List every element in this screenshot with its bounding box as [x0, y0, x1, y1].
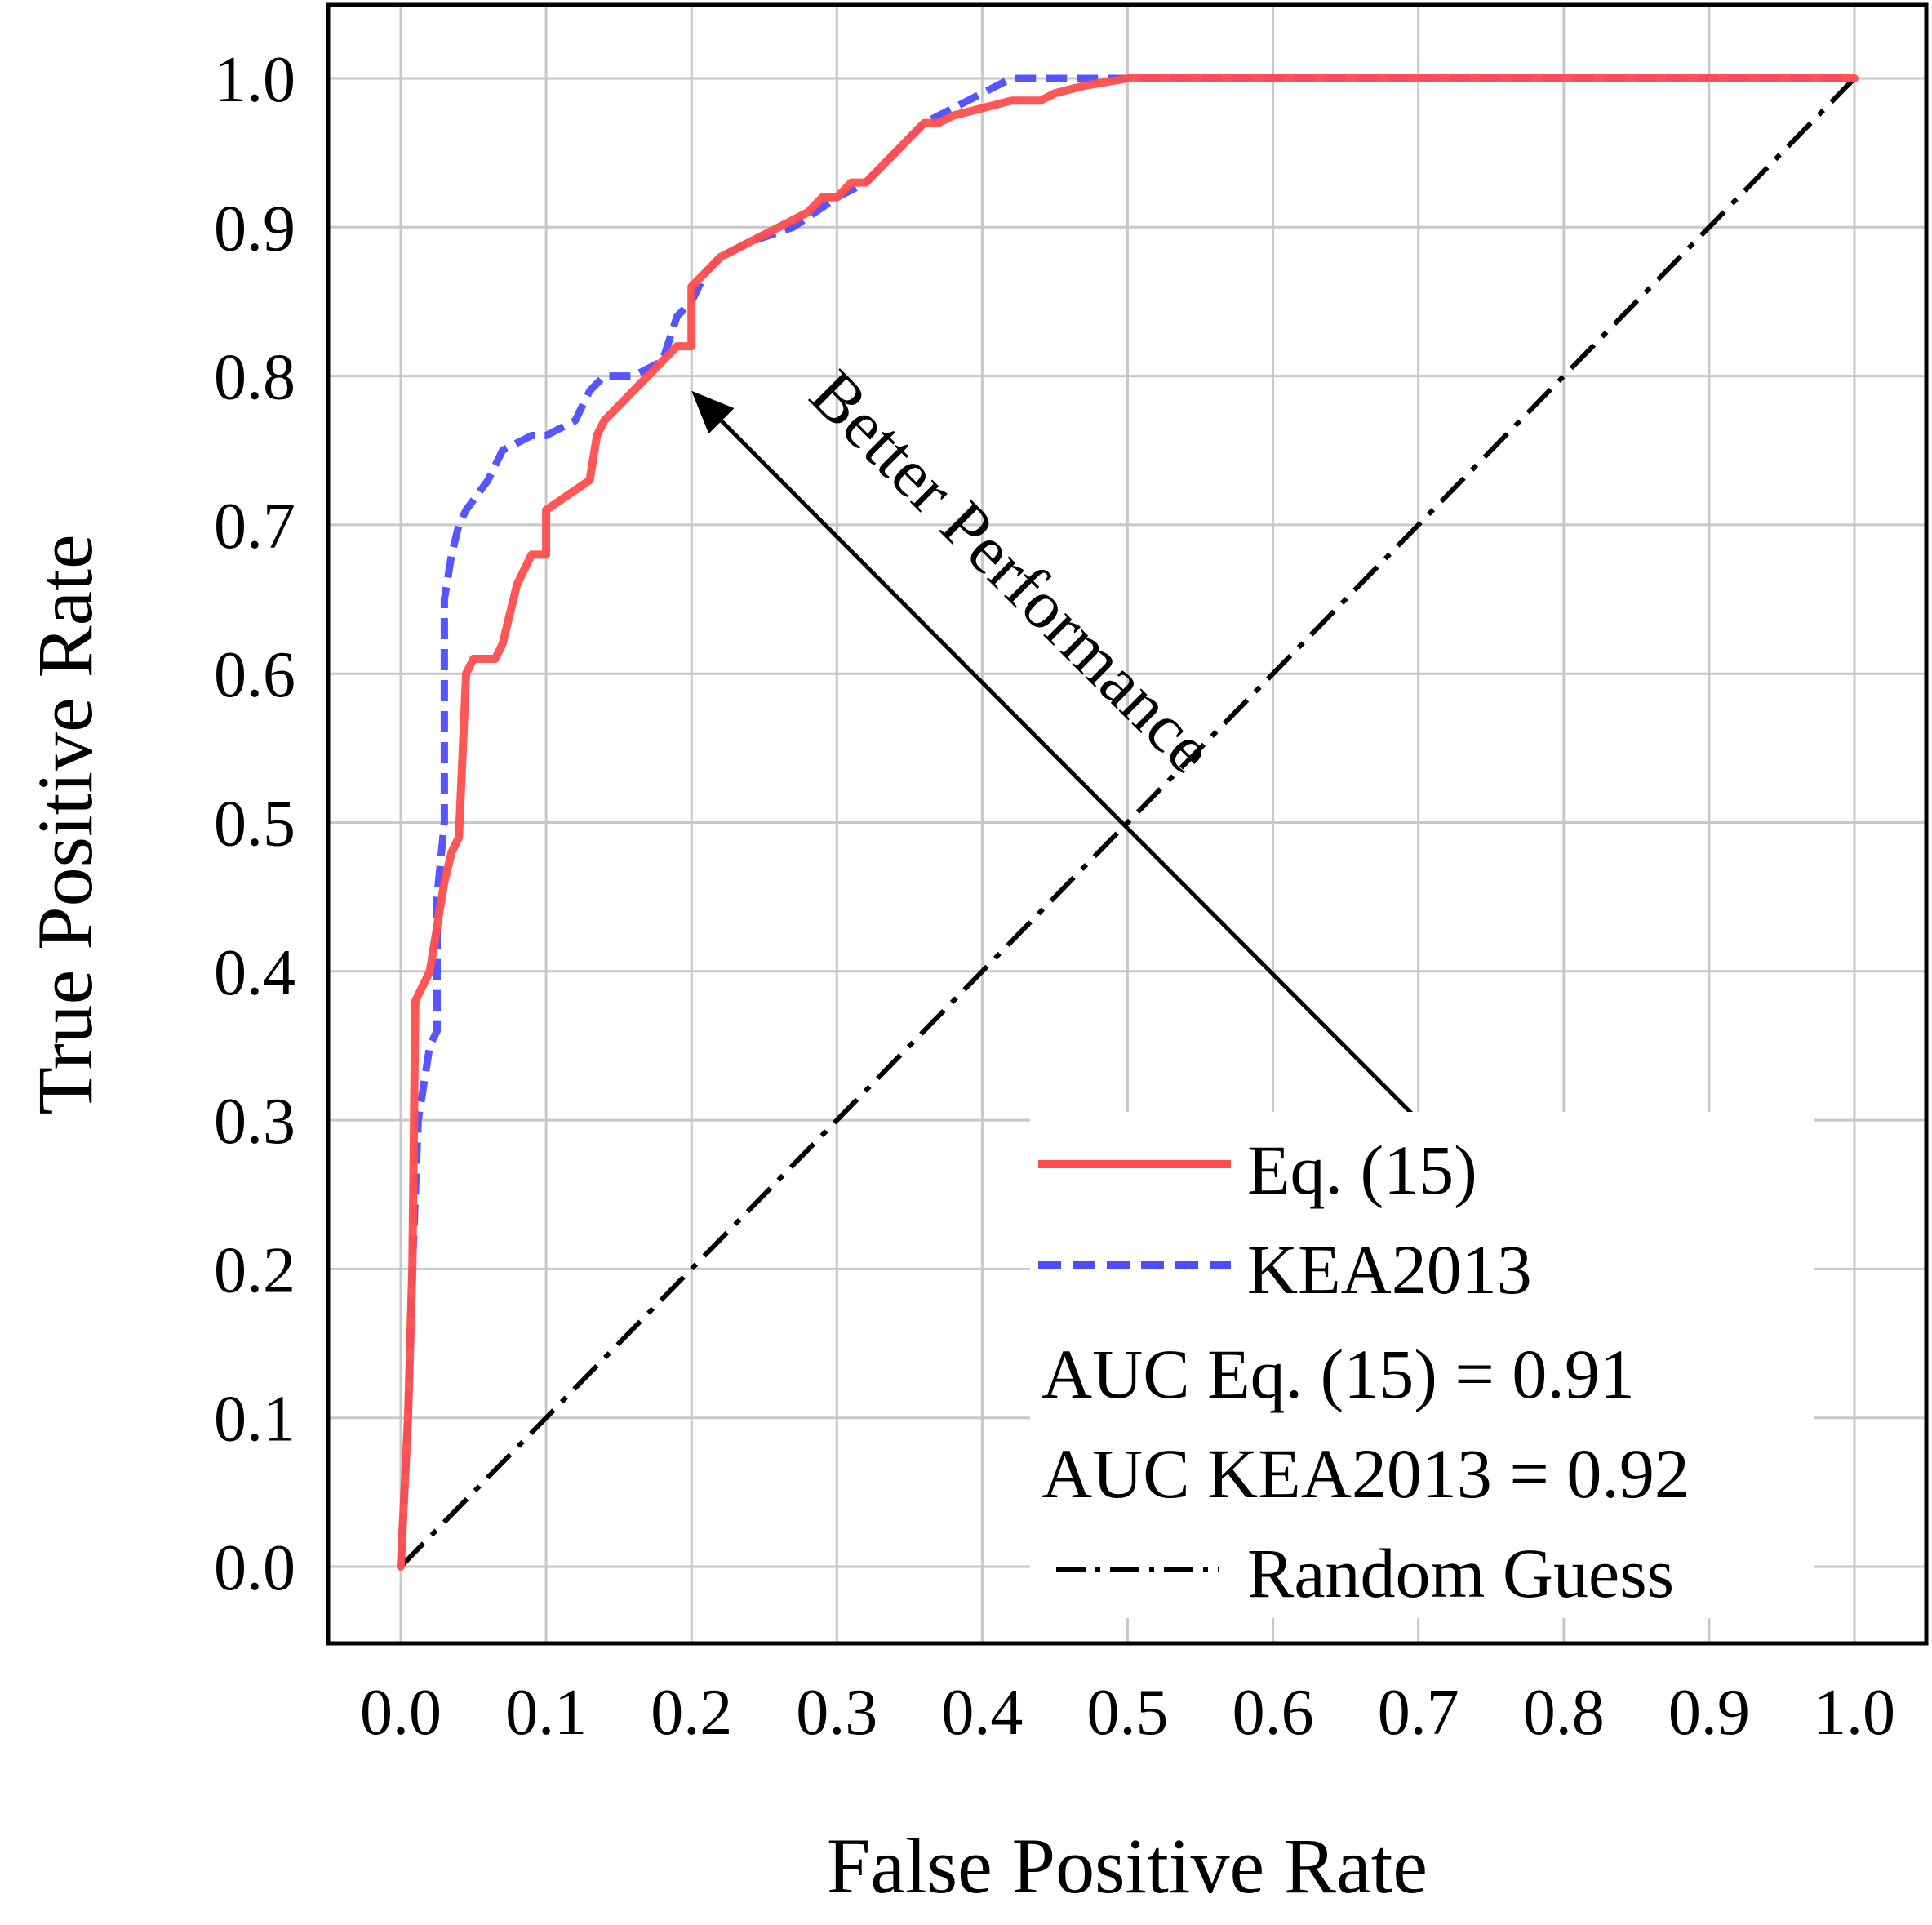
legend-box: [1030, 1112, 1814, 1618]
y-tick-label: 0.0: [214, 1532, 295, 1604]
y-tick-label: 0.4: [214, 937, 295, 1009]
x-tick-label: 0.7: [1378, 1677, 1459, 1749]
y-tick-label: 1.0: [214, 44, 295, 116]
y-tick-label: 0.8: [214, 342, 295, 414]
x-tick-label: 0.4: [941, 1677, 1023, 1749]
y-tick-label: 0.9: [214, 193, 295, 265]
series-line-kea2013: [397, 74, 1854, 1567]
y-tick-label: 0.5: [214, 789, 295, 860]
better-performance-label: Better Performance: [796, 356, 1228, 788]
plot-frame: [326, 2, 1929, 1646]
series-line-random-guess: [398, 76, 1857, 1569]
y-tick-label: 0.3: [214, 1086, 295, 1158]
y-tick-label: 0.6: [214, 639, 295, 711]
x-tick-label: 0.5: [1087, 1677, 1169, 1749]
tick-labels: 0.0 0.1 0.2 0.3 0.4 0.5 0.6 0.7 0.8 0.9 1.0 0.0 0.1 0…: [214, 44, 1895, 1749]
annotation-layer: Better Performance: [691, 356, 1420, 1122]
x-tick-label: 0.0: [360, 1677, 442, 1749]
x-tick-label: 0.8: [1523, 1677, 1605, 1749]
legend-label-kea2013: KEA2013: [1247, 1230, 1532, 1309]
series-layer: [397, 74, 1859, 1571]
legend: Eq. (15) KEA2013 AUC Eq. (15) = 0.91 AUC…: [1030, 1112, 1814, 1618]
x-tick-label: 0.1: [505, 1677, 587, 1749]
x-tick-label: 0.6: [1232, 1677, 1314, 1749]
better-performance-arrow: [711, 411, 1420, 1122]
x-tick-label: 0.2: [651, 1677, 732, 1749]
y-tick-label: 0.7: [214, 491, 295, 562]
auc-kea2013-text: AUC KEA2013 = 0.92: [1042, 1434, 1690, 1513]
auc-eq15-text: AUC Eq. (15) = 0.91: [1042, 1335, 1635, 1413]
legend-label-eq15: Eq. (15): [1247, 1131, 1477, 1209]
x-axis-label: False Positive Rate: [827, 1822, 1428, 1909]
x-tick-label: 1.0: [1814, 1677, 1895, 1749]
y-axis-label: True Positive Rate: [21, 534, 109, 1114]
better-performance-arrowhead: [691, 390, 735, 434]
y-tick-label: 0.2: [214, 1234, 295, 1306]
x-tick-label: 0.3: [796, 1677, 877, 1749]
x-tick-label: 0.9: [1668, 1677, 1750, 1749]
y-tick-label: 0.1: [214, 1384, 295, 1456]
legend-label-random: Random Guess: [1247, 1534, 1674, 1612]
series-line-eq-15: [397, 74, 1859, 1571]
